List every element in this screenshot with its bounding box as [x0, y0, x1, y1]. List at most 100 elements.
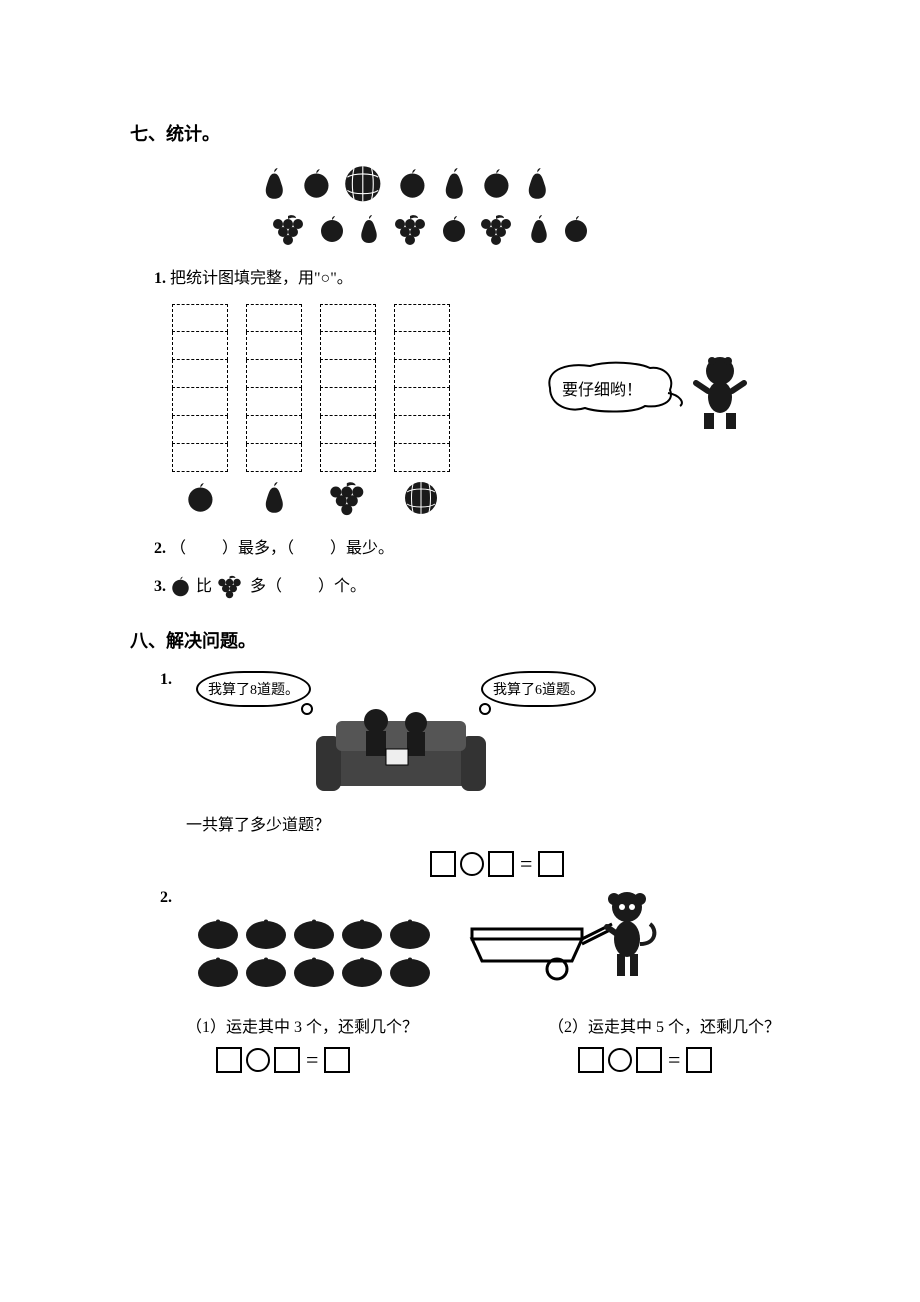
stat-cell[interactable] [394, 444, 450, 472]
q2-num: 2. [154, 540, 166, 557]
p1-bubble-left: 我算了8道题。 [196, 671, 311, 707]
eq-circle[interactable] [460, 852, 484, 876]
eq-equals: = [666, 1047, 682, 1073]
watermelon-icon [343, 164, 385, 206]
apple-icon [562, 215, 590, 245]
q2-text-before: （ [170, 540, 186, 557]
pear-icon [440, 168, 469, 201]
grape-icon [270, 214, 308, 246]
pumpkin-icon [292, 955, 336, 989]
stat-cell[interactable] [320, 416, 376, 444]
eq-box[interactable] [274, 1047, 300, 1073]
pumpkin-group [196, 917, 432, 989]
stat-cell[interactable] [246, 388, 302, 416]
stat-col-grape [320, 304, 376, 520]
pumpkin-icon [388, 917, 432, 951]
stat-cell[interactable] [172, 444, 228, 472]
p1-equation[interactable]: = [430, 851, 860, 877]
p2-sub1-equation[interactable]: = [216, 1047, 418, 1073]
grape-icon [216, 575, 246, 599]
problem-1: 1. 我算了8道题。 我算了6道题。 [160, 671, 860, 801]
stat-cell[interactable] [394, 332, 450, 360]
stat-cell[interactable] [394, 360, 450, 388]
eq-box[interactable] [538, 851, 564, 877]
pumpkin-icon [340, 955, 384, 989]
p1-num: 1. [160, 671, 182, 689]
stat-cell[interactable] [320, 360, 376, 388]
section-7-heading: 七、统计。 [130, 120, 860, 146]
apple-icon [481, 168, 512, 201]
eq-box[interactable] [430, 851, 456, 877]
pear-icon [526, 215, 552, 245]
pumpkin-row [196, 955, 432, 989]
section-8-heading: 八、解决问题。 [130, 627, 860, 653]
eq-box[interactable] [216, 1047, 242, 1073]
p2-sub2-equation[interactable]: = [578, 1047, 780, 1073]
q3-line: 3. 比 多（ ）个。 [154, 572, 860, 599]
q2-text-mid: ）最多，（ [222, 540, 294, 557]
stat-cell[interactable] [246, 360, 302, 388]
monkey-cart-icon [462, 889, 662, 989]
pear-icon [260, 168, 289, 201]
eq-box[interactable] [324, 1047, 350, 1073]
p1-question: 一共算了多少道题？ [186, 811, 860, 835]
pear-icon [356, 215, 382, 245]
apple-icon [318, 215, 346, 245]
stat-cell[interactable] [172, 388, 228, 416]
apple-icon [301, 168, 332, 201]
q3-num: 3. [154, 578, 166, 595]
stat-cell[interactable] [320, 304, 376, 332]
problem-2: 2. [160, 889, 860, 989]
eq-box[interactable] [578, 1047, 604, 1073]
stat-cell[interactable] [172, 416, 228, 444]
stat-cell[interactable] [320, 332, 376, 360]
p2-sub2: （2）运走其中 5 个，还剩几个？ = [548, 1013, 780, 1073]
pear-icon [260, 482, 289, 515]
stat-cell[interactable] [172, 332, 228, 360]
p1-scene: 我算了8道题。 我算了6道题。 [196, 671, 596, 801]
stat-col-apple [172, 304, 228, 520]
stat-cell[interactable] [320, 444, 376, 472]
pumpkin-icon [340, 917, 384, 951]
watermelon-icon [403, 480, 441, 518]
stat-table [172, 304, 450, 520]
q3-mid: 比 [196, 578, 212, 595]
stat-cell[interactable] [394, 388, 450, 416]
pumpkin-icon [244, 917, 288, 951]
eq-box[interactable] [686, 1047, 712, 1073]
grape-icon [327, 481, 369, 516]
eq-circle[interactable] [246, 1048, 270, 1072]
q1-text: 把统计图填完整，用"○"。 [170, 270, 353, 287]
q1-num: 1. [154, 270, 166, 287]
fruit-row-2 [270, 214, 860, 246]
stat-cell[interactable] [394, 416, 450, 444]
stat-cell[interactable] [394, 304, 450, 332]
stat-cell[interactable] [172, 304, 228, 332]
sofa-people-icon [316, 701, 486, 801]
reminder-character-icon [690, 353, 750, 433]
stat-cell[interactable] [246, 416, 302, 444]
q3-text3: ）个。 [318, 578, 366, 595]
grape-icon [392, 214, 430, 246]
stat-cell[interactable] [246, 304, 302, 332]
stat-cell[interactable] [320, 388, 376, 416]
p1-bubble-right: 我算了6道题。 [481, 671, 596, 707]
eq-box[interactable] [488, 851, 514, 877]
stat-cell[interactable] [246, 332, 302, 360]
p2-scene [196, 889, 662, 989]
p2-sub1: （1）运走其中 3 个，还剩几个？ = [186, 1013, 418, 1073]
pear-icon [523, 168, 552, 201]
stat-col-watermelon [394, 304, 450, 520]
q2-line: 2. （）最多，（）最少。 [154, 534, 860, 558]
eq-circle[interactable] [608, 1048, 632, 1072]
pumpkin-icon [196, 917, 240, 951]
eq-equals: = [304, 1047, 320, 1073]
apple-icon [397, 168, 428, 201]
eq-box[interactable] [636, 1047, 662, 1073]
q3-text2: 多（ [250, 578, 282, 595]
apple-icon [185, 482, 216, 515]
stat-cell[interactable] [172, 360, 228, 388]
p2-sub1-text: （1）运走其中 3 个，还剩几个？ [186, 1013, 418, 1037]
reminder-text: 要仔细哟！ [562, 376, 642, 400]
stat-cell[interactable] [246, 444, 302, 472]
